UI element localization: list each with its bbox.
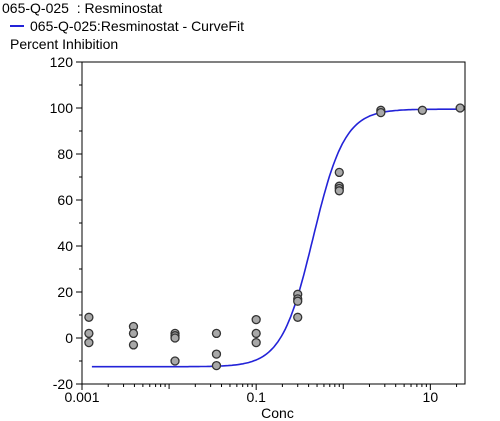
data-point bbox=[211, 360, 222, 371]
y-tick-label: 120 bbox=[50, 54, 74, 70]
y-tick-label: 20 bbox=[57, 284, 73, 300]
y-axis-label: Percent Inhibition bbox=[10, 36, 119, 52]
data-point bbox=[128, 340, 139, 350]
x-tick-label: 0.1 bbox=[246, 389, 266, 405]
data-point bbox=[251, 328, 261, 339]
y-tick-label: -20 bbox=[53, 376, 73, 392]
data-point bbox=[251, 337, 261, 348]
data-point bbox=[211, 328, 222, 339]
data-point bbox=[334, 186, 344, 196]
y-tick-label: 60 bbox=[57, 192, 73, 208]
data-point bbox=[170, 333, 180, 343]
y-tick-label: 40 bbox=[57, 238, 73, 254]
y-tick-label: 100 bbox=[50, 100, 74, 116]
data-point bbox=[417, 105, 428, 115]
chart-legend: 065-Q-025:Resminostat - CurveFit bbox=[8, 18, 244, 34]
x-tick-label: 0.001 bbox=[64, 389, 99, 405]
chart-title: 065-Q-025 : Resminostat bbox=[2, 0, 163, 16]
data-point bbox=[84, 328, 94, 339]
data-point bbox=[376, 107, 386, 118]
data-point bbox=[293, 312, 303, 322]
data-point bbox=[211, 349, 222, 359]
y-tick-label: 0 bbox=[65, 330, 73, 346]
data-point bbox=[84, 337, 94, 348]
x-tick-label: 10 bbox=[423, 389, 439, 405]
legend-label: 065-Q-025:Resminostat - CurveFit bbox=[30, 18, 244, 34]
x-axis-label: Conc bbox=[261, 405, 294, 421]
data-point bbox=[170, 356, 180, 366]
data-point bbox=[455, 103, 465, 113]
legend-line-swatch bbox=[10, 25, 24, 27]
data-point bbox=[84, 312, 94, 322]
data-point bbox=[334, 167, 344, 178]
data-point bbox=[128, 328, 139, 339]
y-tick-label: 80 bbox=[57, 146, 73, 162]
data-point bbox=[251, 314, 261, 325]
data-point bbox=[293, 296, 303, 306]
fit-curve bbox=[91, 108, 461, 368]
